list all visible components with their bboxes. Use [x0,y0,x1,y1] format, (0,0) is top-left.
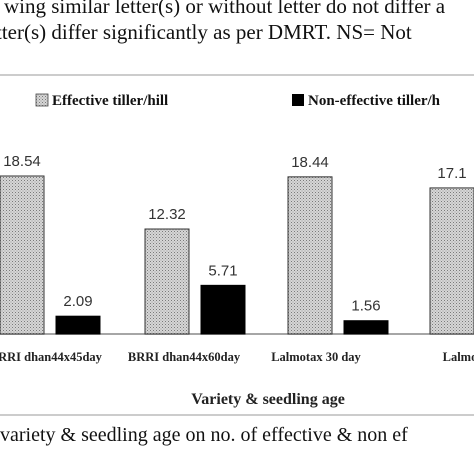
value-label-effective-3: 17.1 [437,165,466,182]
category-labels-group: RRI dhan44x45day BRRI dhan44x60day Lalmota… [0,350,474,364]
caption-bottom: variety & seedling age on no. of effecti… [0,424,408,446]
bar-effective-1 [144,228,190,335]
category-label-1: BRRI dhan44x60day [128,350,241,364]
category-label-2: Lalmotax 30 day [271,350,361,364]
caption-line-2: tter(s) differ significantly as per DMRT… [0,20,412,44]
bar-non-effective-0 [55,315,101,335]
value-label-effective-2: 18.44 [291,154,329,171]
value-label-effective-1: 12.32 [148,206,186,223]
caption-line-1: wing similar letter(s) or without letter… [4,0,446,18]
legend-label-effective: Effective tiller/hill [52,93,168,109]
legend-label-non-effective: Non-effective tiller/h [308,93,441,109]
value-label-non-effective-0: 2.09 [63,293,92,310]
bar-non-effective-2 [343,320,389,335]
legend: Effective tiller/hill Non-effective till… [35,93,441,109]
value-label-non-effective-1: 5.71 [208,262,237,279]
category-label-3: Lalmo [443,350,474,364]
value-labels-group: 18.54 12.32 18.44 17.1 2.09 5.71 1.56 [3,153,466,315]
bar-effective-3 [429,187,474,335]
bar-effective-0 [0,175,45,335]
bars-group [0,175,474,335]
legend-swatch-non-effective [292,94,304,106]
category-label-0: RRI dhan44x45day [0,350,103,364]
value-label-effective-0: 18.54 [3,153,41,170]
x-axis-title: Variety & seedling age [191,391,345,408]
legend-swatch-effective [35,93,49,107]
bar-effective-2 [287,176,333,335]
bar-non-effective-1 [200,284,246,335]
value-label-non-effective-2: 1.56 [351,298,380,315]
